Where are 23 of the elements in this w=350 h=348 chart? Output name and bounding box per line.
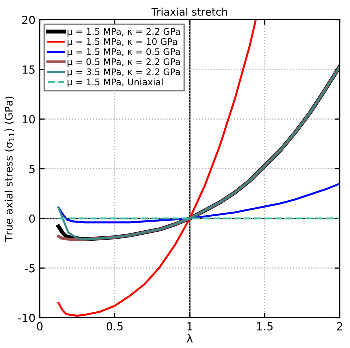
x-tick-label: 1 — [188, 322, 193, 331]
y-tick-label: 20 — [22, 16, 36, 24]
legend-label: μ = 1.5 MPa, κ = 0.5 GPa — [68, 48, 180, 58]
y-tick-label: 15 — [22, 66, 35, 74]
legend-label: μ = 3.5 MPa, κ = 2.2 GPa — [68, 68, 180, 78]
legend-label: μ = 1.5 MPa, Uniaxial — [68, 78, 163, 88]
y-tick-label: -5 — [25, 264, 35, 273]
x-tick-label: 0 — [37, 322, 43, 331]
x-tick-label: 1.5 — [257, 322, 273, 331]
chart-title: Triaxial stretch — [152, 8, 228, 16]
x-tick-label: 2 — [337, 322, 342, 331]
legend-label: μ = 0.5 MPa, κ = 2.2 GPa — [68, 58, 180, 68]
y-tick-label: -10 — [18, 314, 36, 322]
x-tick-label: 0.5 — [106, 322, 123, 331]
y-axis-title: True axial stress (σ$_{11}$) (GPa) — [4, 96, 14, 242]
y-tick-label: 0 — [29, 214, 36, 224]
x-axis-title: λ — [187, 334, 193, 343]
line-series — [58, 20, 257, 317]
y-tick-label: 5 — [30, 165, 35, 174]
y-tick-label: 10 — [22, 115, 36, 124]
legend-label: μ = 1.5 MPa, κ = 2.2 GPa — [68, 28, 180, 37]
line-series — [58, 182, 340, 224]
legend-label: μ = 1.5 MPa, κ = 10 GPa — [68, 38, 178, 47]
